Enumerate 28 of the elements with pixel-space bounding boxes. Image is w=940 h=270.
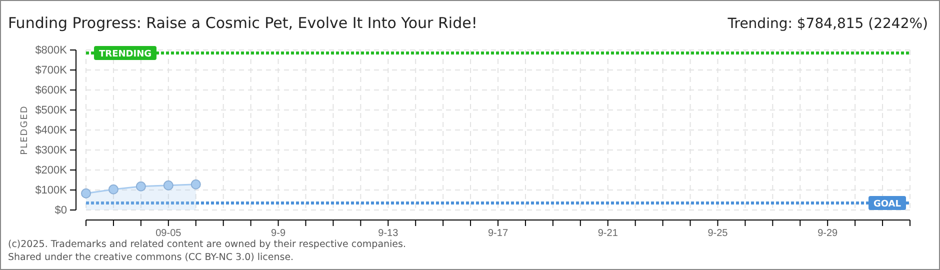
text: (c)2025. Trademarks and related content are owned by their respective companies.: [8, 239, 406, 250]
x-tick-label: 9-29: [818, 228, 838, 240]
point: [108, 184, 118, 194]
point: [190, 179, 201, 190]
text: Trending: $784,815 (2242%): [726, 16, 928, 32]
y-tick-label: $200K: [35, 164, 68, 177]
y-tick-label: $0: [54, 204, 67, 217]
x-tick-label: 9-21: [598, 228, 618, 240]
point: [163, 180, 174, 190]
ref-line-label: GOAL: [874, 200, 902, 210]
y-tick-label: $100K: [35, 184, 68, 197]
y-tick-label: $600K: [35, 84, 68, 97]
chart-title: Funding Progress: Raise a Cosmic Pet, Evolve It Into Your Ride!: [8, 14, 478, 32]
ref-line-label: TRENDING: [99, 50, 152, 60]
y-axis-title: PLEDGED: [20, 105, 30, 155]
x-tick-label: 09-05: [156, 228, 182, 240]
y-tick-label: $300K: [35, 144, 68, 157]
x-tick-label: 9-17: [488, 228, 508, 240]
y-tick-label: $800K: [35, 44, 68, 57]
y-tick-label: $400K: [35, 124, 68, 137]
point: [81, 188, 91, 198]
text: Shared under the creative commons (CC BY-NC 3.0) license.: [8, 252, 294, 263]
x-tick-label: 9-13: [378, 228, 399, 240]
x-tick-label: 9-25: [708, 228, 728, 240]
y-tick-label: $700K: [35, 64, 68, 77]
y-tick-label: $500K: [35, 104, 68, 117]
x-tick-label: 9-9: [271, 228, 286, 240]
point: [136, 181, 146, 192]
